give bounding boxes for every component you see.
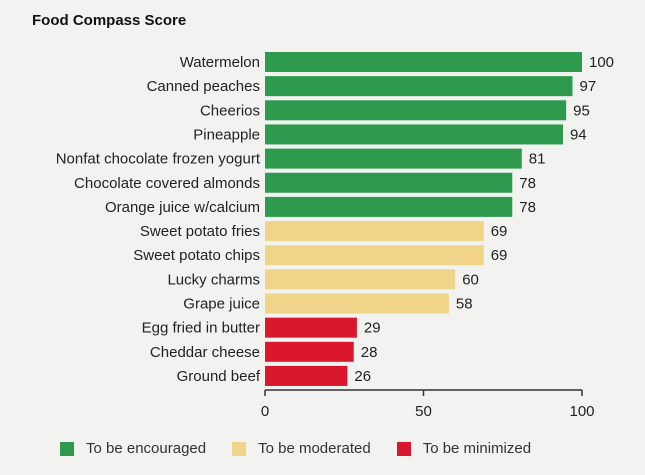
bar — [265, 148, 522, 169]
category-label: Sweet potato chips — [133, 247, 260, 264]
bar — [265, 76, 573, 97]
bar-chart: Watermelon 100 Canned peaches 97 Cheerios 95 P… — [56, 52, 614, 420]
value-label: 97 — [579, 78, 596, 95]
bar — [265, 245, 484, 266]
value-label: 60 — [462, 271, 479, 288]
legend-swatch-moderated — [232, 441, 247, 456]
value-label: 78 — [519, 175, 536, 192]
legend-swatch-encouraged — [60, 441, 74, 456]
value-label: 29 — [364, 320, 381, 337]
chart-legend: To be encouraged To be moderated To be m… — [60, 440, 557, 457]
bar — [265, 221, 484, 242]
chart-title: Food Compass Score — [32, 12, 187, 29]
category-label: Lucky charms — [167, 271, 260, 288]
bar — [265, 341, 354, 362]
value-label: 81 — [529, 151, 546, 168]
value-label: 95 — [573, 102, 590, 119]
category-label: Egg fried in butter — [142, 320, 260, 337]
bar — [265, 293, 449, 314]
category-label: Canned peaches — [147, 78, 260, 95]
legend-label-encouraged: To be encouraged — [86, 440, 207, 457]
category-label: Grape juice — [183, 296, 260, 313]
x-tick-label: 50 — [415, 403, 432, 420]
category-label: Cheddar cheese — [150, 344, 260, 361]
value-label: 94 — [570, 126, 587, 143]
bar — [265, 52, 582, 72]
value-label: 69 — [491, 223, 508, 240]
value-label: 28 — [361, 344, 378, 361]
value-label: 100 — [589, 54, 614, 71]
bar — [265, 365, 348, 386]
category-label: Chocolate covered almonds — [74, 175, 260, 192]
x-tick-label: 100 — [569, 403, 594, 420]
x-tick-label: 0 — [261, 403, 269, 420]
value-label: 58 — [456, 296, 473, 313]
bar — [265, 100, 567, 121]
category-label: Watermelon — [180, 54, 260, 71]
category-label: Orange juice w/calcium — [105, 199, 260, 216]
legend-swatch-minimized — [396, 441, 411, 456]
value-label: 26 — [354, 368, 371, 385]
bar — [265, 196, 513, 217]
category-label: Cheerios — [200, 102, 260, 119]
legend-item-encouraged: To be encouraged — [60, 440, 206, 457]
bar — [265, 172, 513, 193]
value-label: 78 — [519, 199, 536, 216]
legend-label-moderated: To be moderated — [258, 440, 371, 457]
category-label: Nonfat chocolate frozen yogurt — [56, 151, 261, 168]
bar — [265, 269, 456, 290]
category-label: Pineapple — [193, 126, 260, 143]
value-label: 69 — [491, 247, 508, 264]
legend-label-minimized: To be minimized — [422, 440, 532, 457]
legend-item-minimized: To be minimized — [396, 440, 532, 457]
bar — [265, 317, 357, 338]
legend-item-moderated: To be moderated — [232, 440, 371, 457]
category-label: Sweet potato fries — [140, 223, 260, 240]
category-label: Ground beef — [177, 368, 261, 385]
bar — [265, 124, 563, 145]
